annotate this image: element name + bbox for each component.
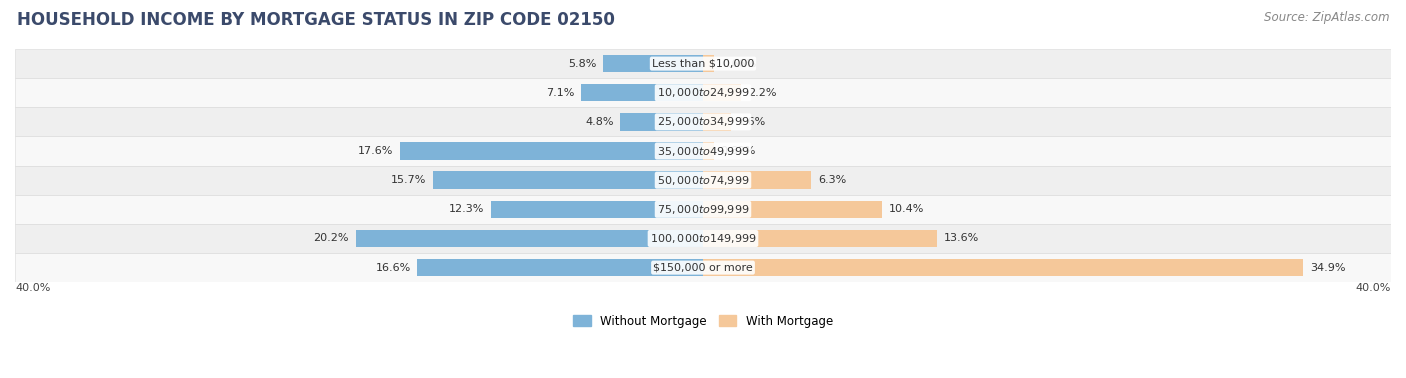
Text: $100,000 to $149,999: $100,000 to $149,999 (650, 232, 756, 245)
Bar (418, 259, 703, 276)
Text: $50,000 to $74,999: $50,000 to $74,999 (657, 174, 749, 187)
Text: 13.6%: 13.6% (943, 234, 979, 243)
Text: 10.4%: 10.4% (889, 204, 924, 214)
Text: 17.6%: 17.6% (359, 146, 394, 156)
Bar (15, 195, 1391, 224)
Bar (703, 55, 714, 72)
Text: 12.3%: 12.3% (449, 204, 485, 214)
Bar (703, 113, 731, 131)
Bar (620, 113, 703, 131)
Bar (603, 55, 703, 72)
Bar (492, 201, 703, 218)
Bar (703, 201, 882, 218)
Bar (15, 253, 1391, 282)
Bar (15, 107, 1391, 136)
Text: 0.66%: 0.66% (721, 59, 756, 68)
Bar (581, 84, 703, 101)
Bar (703, 142, 714, 160)
Text: 0.62%: 0.62% (720, 146, 756, 156)
Text: 4.8%: 4.8% (585, 117, 613, 127)
Bar (356, 230, 703, 247)
Text: 1.6%: 1.6% (737, 117, 766, 127)
Text: Source: ZipAtlas.com: Source: ZipAtlas.com (1264, 11, 1389, 24)
Text: Less than $10,000: Less than $10,000 (652, 59, 754, 68)
Text: 2.2%: 2.2% (748, 88, 776, 98)
Bar (15, 49, 1391, 78)
Text: HOUSEHOLD INCOME BY MORTGAGE STATUS IN ZIP CODE 02150: HOUSEHOLD INCOME BY MORTGAGE STATUS IN Z… (17, 11, 614, 29)
Bar (15, 136, 1391, 166)
Text: $75,000 to $99,999: $75,000 to $99,999 (657, 203, 749, 216)
Legend: Without Mortgage, With Mortgage: Without Mortgage, With Mortgage (574, 314, 832, 328)
Text: $10,000 to $24,999: $10,000 to $24,999 (657, 86, 749, 99)
Text: 15.7%: 15.7% (391, 175, 426, 185)
Bar (433, 172, 703, 189)
Text: $35,000 to $49,999: $35,000 to $49,999 (657, 144, 749, 158)
Bar (703, 259, 1303, 276)
Bar (15, 166, 1391, 195)
Text: 5.8%: 5.8% (568, 59, 596, 68)
Text: 40.0%: 40.0% (1355, 283, 1391, 293)
Bar (401, 142, 703, 160)
Bar (703, 84, 741, 101)
Bar (15, 78, 1391, 107)
Text: 7.1%: 7.1% (546, 88, 574, 98)
Text: $25,000 to $34,999: $25,000 to $34,999 (657, 115, 749, 129)
Text: 40.0%: 40.0% (15, 283, 51, 293)
Text: $150,000 or more: $150,000 or more (654, 263, 752, 273)
Bar (703, 172, 811, 189)
Text: 20.2%: 20.2% (314, 234, 349, 243)
Bar (15, 224, 1391, 253)
Bar (703, 230, 936, 247)
Text: 6.3%: 6.3% (818, 175, 846, 185)
Text: 16.6%: 16.6% (375, 263, 411, 273)
Text: 34.9%: 34.9% (1310, 263, 1346, 273)
